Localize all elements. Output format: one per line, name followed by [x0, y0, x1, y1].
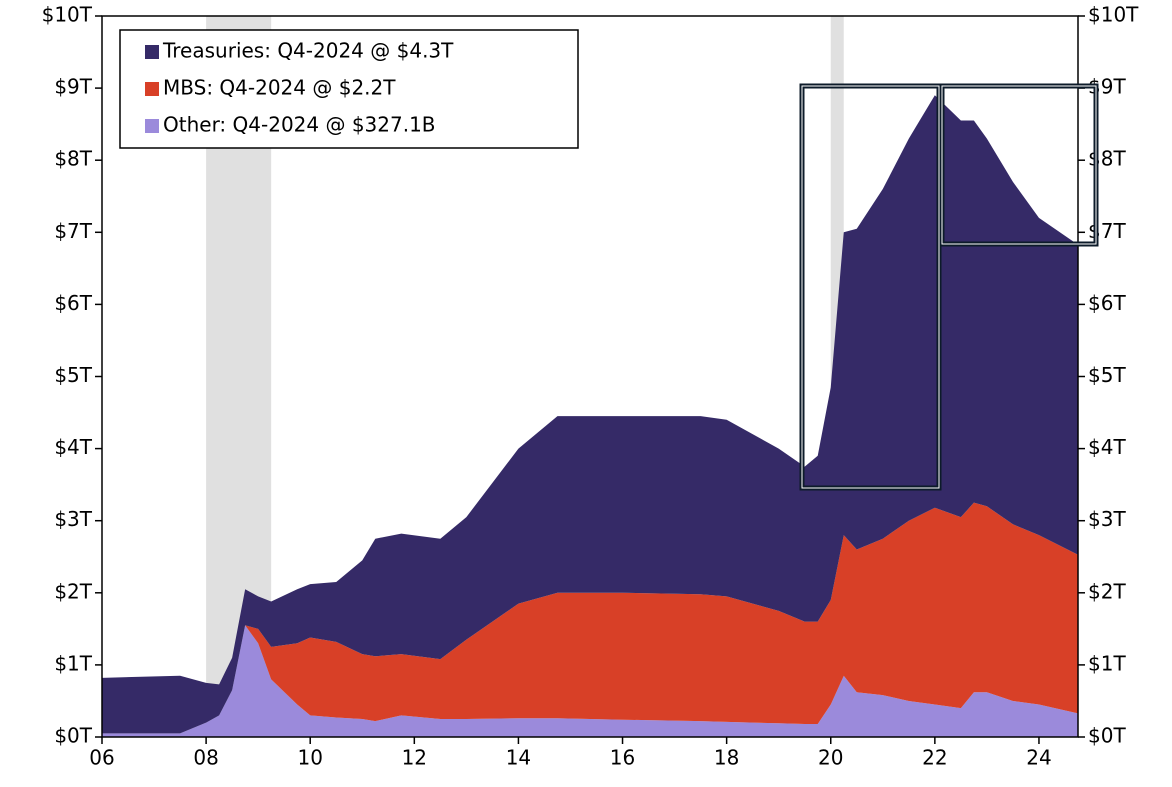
legend-swatch — [145, 119, 159, 133]
y-tick-label: $7T — [54, 219, 92, 243]
legend-label: Treasuries: Q4-2024 @ $4.3T — [162, 39, 454, 63]
x-tick-label: 22 — [922, 746, 947, 770]
y-tick-label: $1T — [54, 651, 92, 675]
y-tick-label: $6T — [54, 291, 92, 315]
y-tick-label: $10T — [42, 3, 93, 27]
legend-swatch — [145, 45, 159, 59]
y-tick-label: $5T — [54, 363, 92, 387]
y-tick-label: $3T — [54, 507, 92, 531]
x-tick-label: 16 — [610, 746, 635, 770]
y-tick-label: $4T — [54, 435, 92, 459]
y-tick-label: $9T — [54, 75, 92, 99]
legend-box — [119, 29, 579, 149]
x-tick-label: 12 — [402, 746, 427, 770]
x-tick-label: 14 — [506, 746, 531, 770]
area — [102, 95, 1078, 734]
y2-tick-label: $2T — [1088, 579, 1126, 603]
y-tick-label: $2T — [54, 579, 92, 603]
area — [102, 625, 1078, 737]
x-tick-label: 10 — [297, 746, 322, 770]
y2-tick-label: $3T — [1088, 507, 1126, 531]
highlight-box-inner — [941, 85, 1097, 245]
x-tick-label: 18 — [714, 746, 739, 770]
y2-tick-label: $5T — [1088, 363, 1126, 387]
x-tick-label: 20 — [818, 746, 843, 770]
x-tick-label: 24 — [1026, 746, 1051, 770]
legend-label: MBS: Q4-2024 @ $2.2T — [163, 76, 396, 100]
x-tick-label: 08 — [193, 746, 218, 770]
area — [102, 502, 1078, 734]
x-tick-label: 06 — [89, 746, 114, 770]
legend-label: Other: Q4-2024 @ $327.1B — [163, 113, 436, 137]
y2-tick-label: $0T — [1088, 724, 1126, 748]
y-tick-label: $0T — [54, 724, 92, 748]
y2-tick-label: $4T — [1088, 435, 1126, 459]
legend-swatch — [145, 82, 159, 96]
y2-tick-label: $6T — [1088, 291, 1126, 315]
y2-tick-label: $10T — [1088, 3, 1139, 27]
y-tick-label: $8T — [54, 147, 92, 171]
highlight-box-inner — [801, 85, 940, 489]
y2-tick-label: $1T — [1088, 651, 1126, 675]
